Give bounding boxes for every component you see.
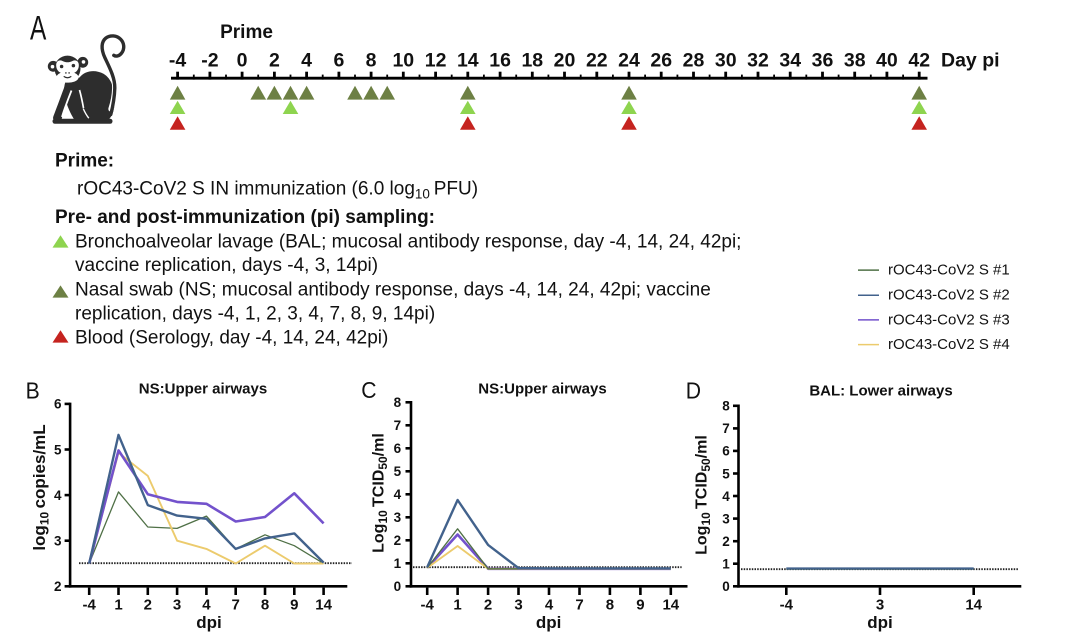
svg-text:dpi: dpi: [196, 613, 222, 632]
svg-text:18: 18: [521, 50, 543, 72]
svg-text:D: D: [686, 377, 701, 403]
svg-text:6: 6: [333, 50, 344, 72]
svg-text:30: 30: [715, 50, 737, 72]
svg-text:20: 20: [554, 50, 576, 72]
svg-text:-4: -4: [780, 597, 794, 614]
svg-text:6: 6: [54, 397, 62, 412]
svg-text:12: 12: [425, 50, 447, 72]
svg-text:Prime:: Prime:: [55, 151, 114, 172]
svg-text:-2: -2: [201, 50, 218, 72]
svg-text:NS:Upper airways: NS:Upper airways: [478, 381, 606, 398]
svg-text:3: 3: [54, 534, 62, 549]
svg-text:36: 36: [812, 50, 834, 72]
svg-text:24: 24: [618, 50, 640, 72]
svg-text:42: 42: [908, 50, 930, 72]
svg-text:16: 16: [489, 50, 511, 72]
svg-text:Prime: Prime: [220, 22, 273, 43]
svg-text:34: 34: [779, 50, 801, 72]
svg-text:0: 0: [722, 579, 730, 594]
svg-text:Nasal swab (NS; mucosal antibo: Nasal swab (NS; mucosal antibody respons…: [75, 279, 711, 300]
svg-text:2: 2: [54, 579, 62, 594]
svg-text:rOC43-CoV2 S #3: rOC43-CoV2 S #3: [888, 311, 1010, 328]
svg-text:-4: -4: [169, 50, 186, 72]
svg-text:rOC43-CoV2 S IN immunization (: rOC43-CoV2 S IN immunization (6.0 log10 …: [77, 178, 478, 201]
svg-text:rOC43-CoV2 S #1: rOC43-CoV2 S #1: [888, 262, 1010, 279]
svg-text:3: 3: [514, 597, 522, 614]
svg-text:C: C: [361, 377, 376, 403]
svg-text:Log10 TCID50/ml: Log10 TCID50/ml: [694, 435, 714, 555]
svg-text:BAL: Lower airways: BAL: Lower airways: [809, 383, 952, 400]
svg-text:dpi: dpi: [867, 613, 893, 632]
svg-text:14: 14: [662, 597, 679, 614]
svg-text:1: 1: [114, 597, 122, 614]
svg-text:3: 3: [876, 597, 884, 614]
svg-text:vaccine replication, days -4,: vaccine replication, days -4, 3, 14pi): [75, 255, 378, 276]
svg-text:Blood (Serology, day -4, 14, 2: Blood (Serology, day -4, 14, 24, 42pi): [75, 327, 388, 348]
svg-text:8: 8: [394, 395, 402, 410]
svg-text:32: 32: [747, 50, 769, 72]
svg-text:28: 28: [683, 50, 705, 72]
svg-text:9: 9: [290, 597, 298, 614]
svg-text:2: 2: [484, 597, 492, 614]
svg-text:4: 4: [202, 597, 211, 614]
svg-text:22: 22: [586, 50, 608, 72]
svg-text:7: 7: [394, 418, 402, 433]
svg-text:3: 3: [173, 597, 181, 614]
svg-text:4: 4: [54, 488, 62, 503]
svg-text:8: 8: [606, 597, 614, 614]
svg-text:5: 5: [394, 464, 402, 479]
svg-text:Log10 TCID50/ml: Log10 TCID50/ml: [371, 433, 391, 553]
svg-text:-4: -4: [83, 597, 97, 614]
svg-text:2: 2: [144, 597, 152, 614]
svg-text:26: 26: [650, 50, 672, 72]
svg-text:9: 9: [636, 597, 644, 614]
svg-text:38: 38: [844, 50, 866, 72]
svg-text:log10 copies/mL: log10 copies/mL: [30, 424, 52, 550]
svg-text:1: 1: [453, 597, 461, 614]
svg-text:4: 4: [545, 597, 554, 614]
svg-text:6: 6: [722, 444, 730, 459]
svg-text:5: 5: [54, 442, 62, 457]
svg-text:4: 4: [722, 489, 730, 504]
svg-text:0: 0: [394, 579, 402, 594]
svg-text:Day pi: Day pi: [941, 50, 1000, 72]
svg-text:14: 14: [457, 50, 479, 72]
svg-text:2: 2: [394, 533, 402, 548]
svg-text:14: 14: [315, 597, 332, 614]
svg-text:0: 0: [237, 50, 248, 72]
svg-text:8: 8: [722, 399, 730, 414]
svg-text:-4: -4: [421, 597, 435, 614]
svg-text:4: 4: [301, 50, 312, 72]
svg-text:7: 7: [575, 597, 583, 614]
svg-text:replication, days -4, 1, 2, 3,: replication, days -4, 1, 2, 3, 4, 7, 8, …: [75, 303, 435, 324]
svg-text:6: 6: [394, 441, 402, 456]
svg-text:2: 2: [269, 50, 280, 72]
svg-text:1: 1: [394, 556, 402, 571]
svg-text:rOC43-CoV2 S #4: rOC43-CoV2 S #4: [888, 336, 1010, 353]
svg-text:40: 40: [876, 50, 898, 72]
svg-text:7: 7: [722, 421, 730, 436]
svg-text:4: 4: [394, 487, 402, 502]
svg-text:5: 5: [722, 466, 730, 481]
svg-text:NS:Upper airways: NS:Upper airways: [139, 381, 267, 398]
svg-text:8: 8: [261, 597, 269, 614]
svg-text:B: B: [26, 377, 40, 403]
svg-text:10: 10: [392, 50, 414, 72]
svg-text:Bronchoalveolar lavage (BAL; m: Bronchoalveolar lavage (BAL; mucosal ant…: [75, 231, 741, 252]
svg-text:A: A: [30, 9, 47, 47]
svg-text:1: 1: [722, 557, 730, 572]
svg-text:7: 7: [232, 597, 240, 614]
svg-text:3: 3: [394, 510, 402, 525]
svg-text:14: 14: [965, 597, 982, 614]
svg-text:2: 2: [722, 534, 730, 549]
svg-text:8: 8: [366, 50, 377, 72]
svg-text:rOC43-CoV2 S #2: rOC43-CoV2 S #2: [888, 287, 1010, 304]
svg-text:dpi: dpi: [536, 613, 562, 632]
svg-text:Pre- and post-immunization (pi: Pre- and post-immunization (pi) sampling…: [55, 207, 435, 228]
svg-text:3: 3: [722, 511, 730, 526]
